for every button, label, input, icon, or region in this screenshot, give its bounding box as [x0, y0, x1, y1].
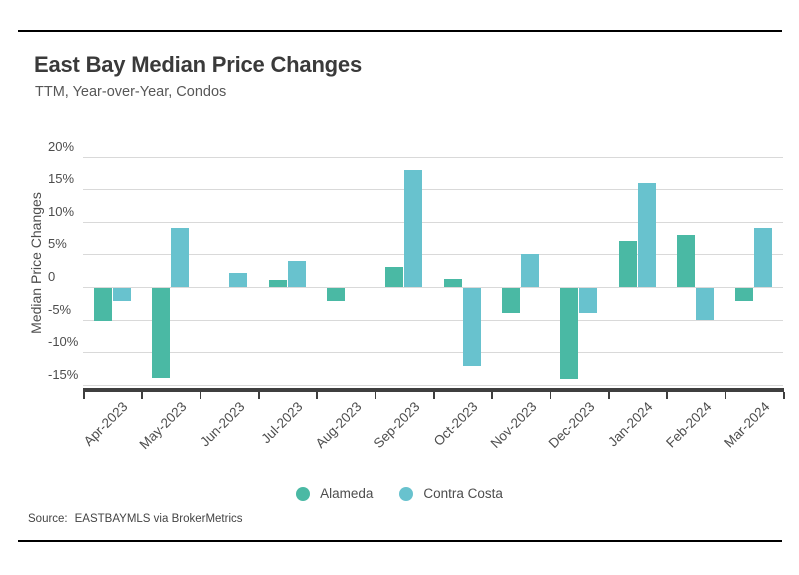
x-axis-tick — [666, 392, 668, 399]
bar-alameda-sep-2023 — [385, 266, 404, 287]
gridline — [83, 254, 783, 256]
x-axis-tick — [374, 392, 377, 399]
bar-contra-costa-sep-2023 — [404, 170, 423, 287]
y-tick-label: 20% — [48, 138, 75, 154]
source-label: Source: — [28, 513, 68, 525]
bottom-rule — [18, 540, 782, 542]
source-value: EASTBAYMLS via BrokerMetrics — [74, 513, 243, 525]
x-axis-line — [83, 388, 784, 392]
bar-alameda-may-2023 — [152, 288, 170, 378]
bar-contra-costa-mar-2024 — [754, 228, 773, 287]
x-axis-tick — [83, 392, 85, 399]
chart-title: East Bay Median Price Changes — [34, 52, 362, 77]
bar-alameda-apr-2023 — [93, 288, 112, 321]
x-axis-tick — [433, 392, 435, 399]
legend-swatch-alameda — [296, 486, 311, 501]
bar-alameda-oct-2023 — [443, 279, 462, 287]
legend-label-alameda: Alameda — [320, 486, 374, 501]
bar-alameda-feb-2024 — [677, 234, 695, 287]
legend-item-alameda: Alameda — [296, 486, 373, 501]
legend: Alameda Contra Costa — [0, 486, 799, 501]
top-rule — [18, 30, 782, 32]
bar-contra-costa-nov-2023 — [521, 254, 539, 287]
bar-alameda-nov-2023 — [502, 288, 520, 314]
x-axis-tick — [141, 392, 143, 399]
y-tick-label: 5% — [48, 236, 67, 252]
y-tick-label: -15% — [48, 366, 79, 382]
gridline — [83, 319, 783, 321]
bar-alameda-aug-2023 — [327, 288, 345, 301]
x-axis-tick — [491, 392, 493, 399]
gridline — [83, 221, 783, 223]
x-axis-tick — [608, 392, 610, 399]
x-axis-tick — [783, 392, 785, 399]
bar-contra-costa-jul-2023 — [287, 260, 306, 287]
chart-subtitle: TTM, Year-over-Year, Condos — [35, 84, 227, 100]
x-axis-tick — [258, 392, 260, 399]
gridline — [83, 384, 783, 386]
x-axis-tick — [549, 392, 552, 399]
bar-alameda-dec-2023 — [560, 288, 579, 379]
bar-contra-costa-apr-2023 — [112, 288, 131, 301]
y-tick-label: 0 — [48, 269, 56, 284]
legend-label-contra-costa: Contra Costa — [423, 486, 503, 501]
gridline — [83, 352, 783, 354]
bar-alameda-mar-2024 — [735, 288, 754, 301]
bar-contra-costa-feb-2024 — [696, 288, 714, 320]
bar-contra-costa-jun-2023 — [229, 273, 248, 287]
bar-alameda-jan-2024 — [618, 241, 637, 287]
y-tick-label: 15% — [48, 171, 75, 187]
x-axis-tick — [199, 392, 202, 399]
x-axis-tick — [316, 392, 318, 399]
gridline — [83, 189, 783, 191]
source-note: Source: EASTBAYMLS via BrokerMetrics — [28, 513, 243, 525]
x-axis-tick — [724, 392, 727, 399]
bar-contra-costa-oct-2023 — [462, 288, 481, 366]
legend-item-contra-costa: Contra Costa — [399, 486, 503, 501]
y-tick-label: -10% — [48, 334, 79, 350]
legend-swatch-contra-costa — [399, 486, 414, 501]
bar-contra-costa-may-2023 — [171, 228, 189, 287]
bar-contra-costa-dec-2023 — [579, 288, 598, 314]
y-tick-label: 10% — [48, 203, 75, 219]
bar-alameda-jul-2023 — [268, 279, 287, 287]
gridline — [83, 156, 783, 158]
y-tick-label: -5% — [48, 301, 72, 317]
bar-contra-costa-jan-2024 — [637, 182, 656, 287]
gridline — [83, 287, 783, 288]
